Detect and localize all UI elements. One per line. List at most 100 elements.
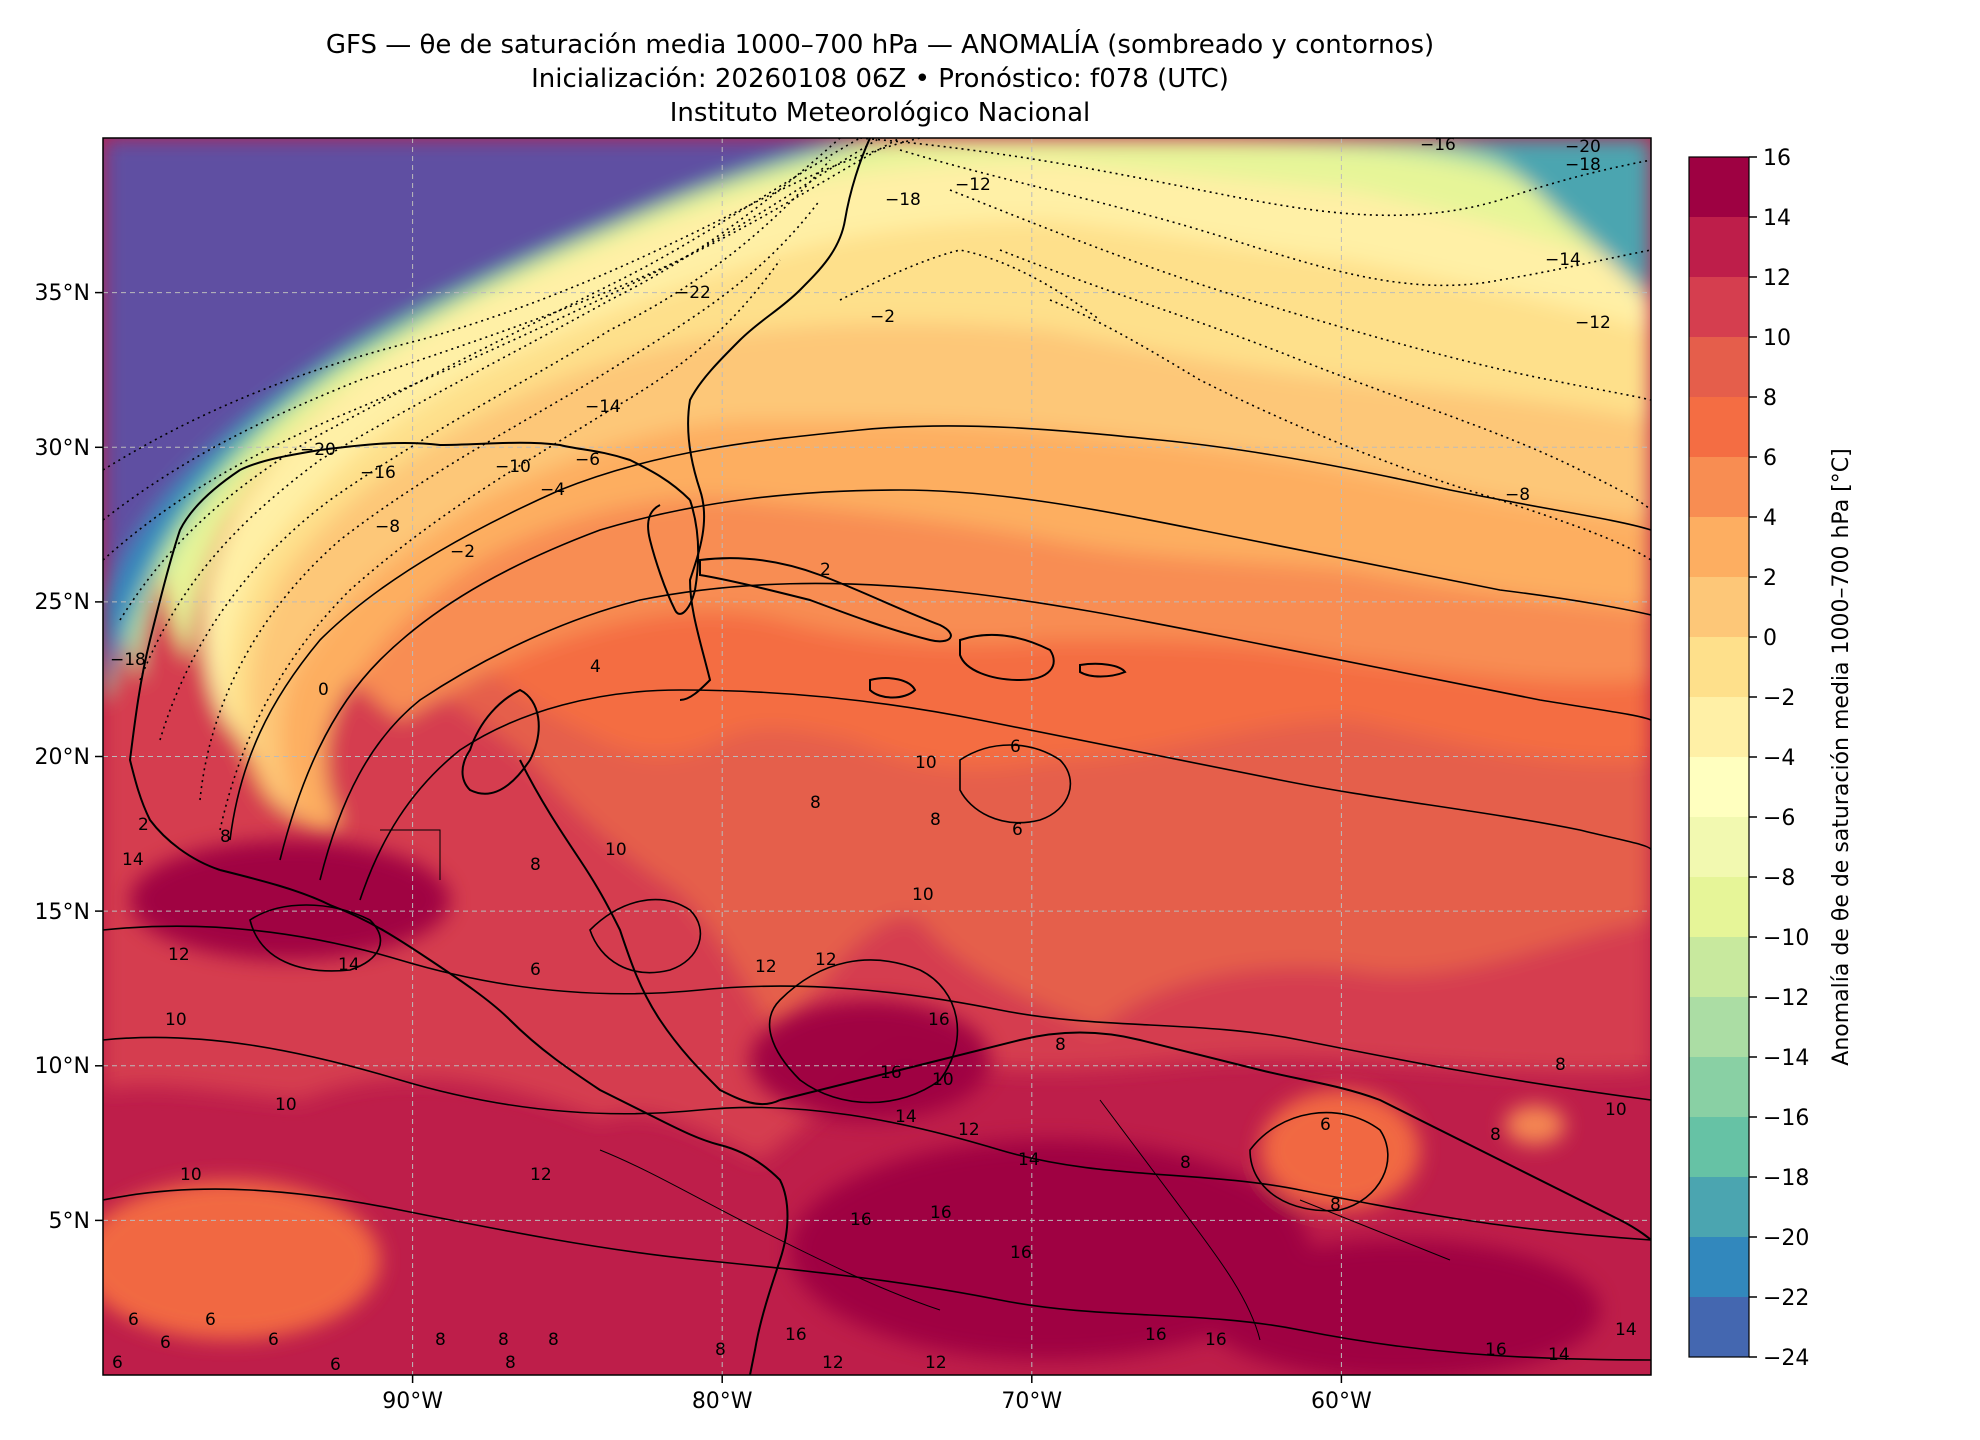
cbar-tick-m6: −6 [1763,806,1795,831]
cbar-tick-6: 6 [1763,446,1777,471]
y-tick-35n: 35°N [35,281,90,306]
cbar-tick-m22: −22 [1763,1286,1809,1311]
label-8-f: 8 [1490,1125,1501,1145]
x-tick-60w: 60°W [1311,1389,1372,1414]
label-m2: −2 [870,307,895,327]
band-m14 [103,138,1651,700]
venezuela-8 [1260,1090,1420,1210]
colorbar-swatch [1689,817,1749,878]
label-16-i: 16 [1485,1340,1507,1360]
label-10-f: 10 [275,1095,297,1115]
y-tick-30n: 30°N [35,436,90,461]
florida [647,499,700,615]
label-14-e: 14 [1548,1345,1570,1365]
core-east-16 [1200,1240,1600,1375]
colorbar-swatch [1689,457,1749,518]
cbar-tick-m8: −8 [1763,866,1795,891]
colorbar-swatch [1689,1057,1749,1118]
cbar-tick-8: 8 [1763,386,1777,411]
label-16-c: 16 [850,1210,872,1230]
south-america-coast [779,1031,1651,1241]
label-6-e: 6 [128,1310,139,1330]
label-12-c: 12 [755,957,777,977]
label-12: 12 [168,945,190,965]
cbar-tick-2: 2 [1763,566,1777,591]
label-12-f: 12 [822,1353,844,1373]
colorbar-ticks: 16 14 12 10 8 6 4 2 0 −2 −4 −6 −8 [1749,146,1809,1371]
colorbar-swatch [1689,1117,1749,1178]
label-6-j: 6 [330,1355,341,1375]
colorbar-swatch [1689,157,1749,218]
label-m20-b: −20 [300,440,336,460]
cbar-tick-0: 0 [1763,626,1777,651]
label-10-c: 10 [912,885,934,905]
core-amazon-16 [790,1140,1310,1360]
central-america [219,869,789,1375]
label-2: 2 [820,560,831,580]
label-12-b: 12 [815,950,837,970]
contour-labels: −16 −20 −18 −18 −12 −14 −12 −22 −2 −14 −… [110,135,1637,1375]
label-12-d: 12 [958,1120,980,1140]
band-m22 [103,138,840,600]
label-m2-b: −2 [450,542,475,562]
label-8-k: 8 [498,1330,509,1350]
cbar-tick-16: 16 [1763,146,1791,171]
label-m18: −18 [1565,155,1601,175]
label-10-e: 10 [932,1070,954,1090]
colorbar-swatch [1689,697,1749,758]
jamaica [869,677,917,699]
graticule [103,138,1651,1375]
label-2-b: 2 [138,815,149,835]
colorbar-swatch [1689,397,1749,458]
label-10-h: 10 [180,1165,202,1185]
colorbar-swatch [1689,277,1749,338]
cbar-tick-m10: −10 [1763,926,1809,951]
label-m14-b: −14 [585,397,621,417]
figure-title: GFS — θe de saturación media 1000–700 hP… [100,28,1660,130]
cbar-tick-m18: −18 [1763,1166,1809,1191]
label-m8-b: −8 [1505,485,1530,505]
label-10-g: 10 [1605,1100,1627,1120]
gulf-coast [128,441,691,871]
label-14: 14 [122,850,144,870]
label-8-g: 8 [1555,1055,1566,1075]
cbar-tick-m4: −4 [1763,746,1795,771]
colorbar-label: Anomalía de θe de saturación media 1000–… [1829,448,1854,1065]
band-m18-ne [1400,138,1651,300]
label-16-e: 16 [1010,1243,1032,1263]
pacific-8 [103,1180,380,1340]
y-tick-labels: 35°N 30°N 25°N 20°N 15°N 10°N 5°N [35,281,90,1234]
cbar-tick-12: 12 [1763,266,1791,291]
label-m16: −16 [1420,135,1456,155]
coastlines [128,138,1651,1375]
label-6-c: 6 [530,960,541,980]
label-m4: −4 [540,480,565,500]
patch-6 [1505,1105,1565,1145]
cbar-tick-m20: −20 [1763,1226,1809,1251]
label-8-i: 8 [1330,1195,1341,1215]
colorbar: 16 14 12 10 8 6 4 2 0 −2 −4 −6 −8 [1688,146,1854,1371]
colorbar-swatch [1689,1237,1749,1298]
label-10-b: 10 [605,840,627,860]
central-america-caribbean [519,759,781,1106]
colorbar-swatch [1689,757,1749,818]
label-m22: −22 [675,283,711,303]
label-6-f: 6 [205,1310,216,1330]
label-6-b: 6 [1012,820,1023,840]
us-east-coast [679,138,871,701]
y-tick-5n: 5°N [49,1209,90,1234]
colorbar-swatch [1689,877,1749,938]
colorbar-swatch [1689,517,1749,578]
core-caribbean-16 [750,1000,990,1120]
cbar-tick-10: 10 [1763,326,1791,351]
cuba [699,557,952,643]
cbar-tick-m16: −16 [1763,1106,1809,1131]
label-0: 0 [318,680,329,700]
label-m14: −14 [1545,250,1581,270]
label-8-h: 8 [1180,1153,1191,1173]
label-12-g: 12 [925,1353,947,1373]
y-tick-10n: 10°N [35,1054,90,1079]
label-8-l: 8 [548,1330,559,1350]
hispaniola [959,633,1055,682]
label-8-c: 8 [220,827,231,847]
